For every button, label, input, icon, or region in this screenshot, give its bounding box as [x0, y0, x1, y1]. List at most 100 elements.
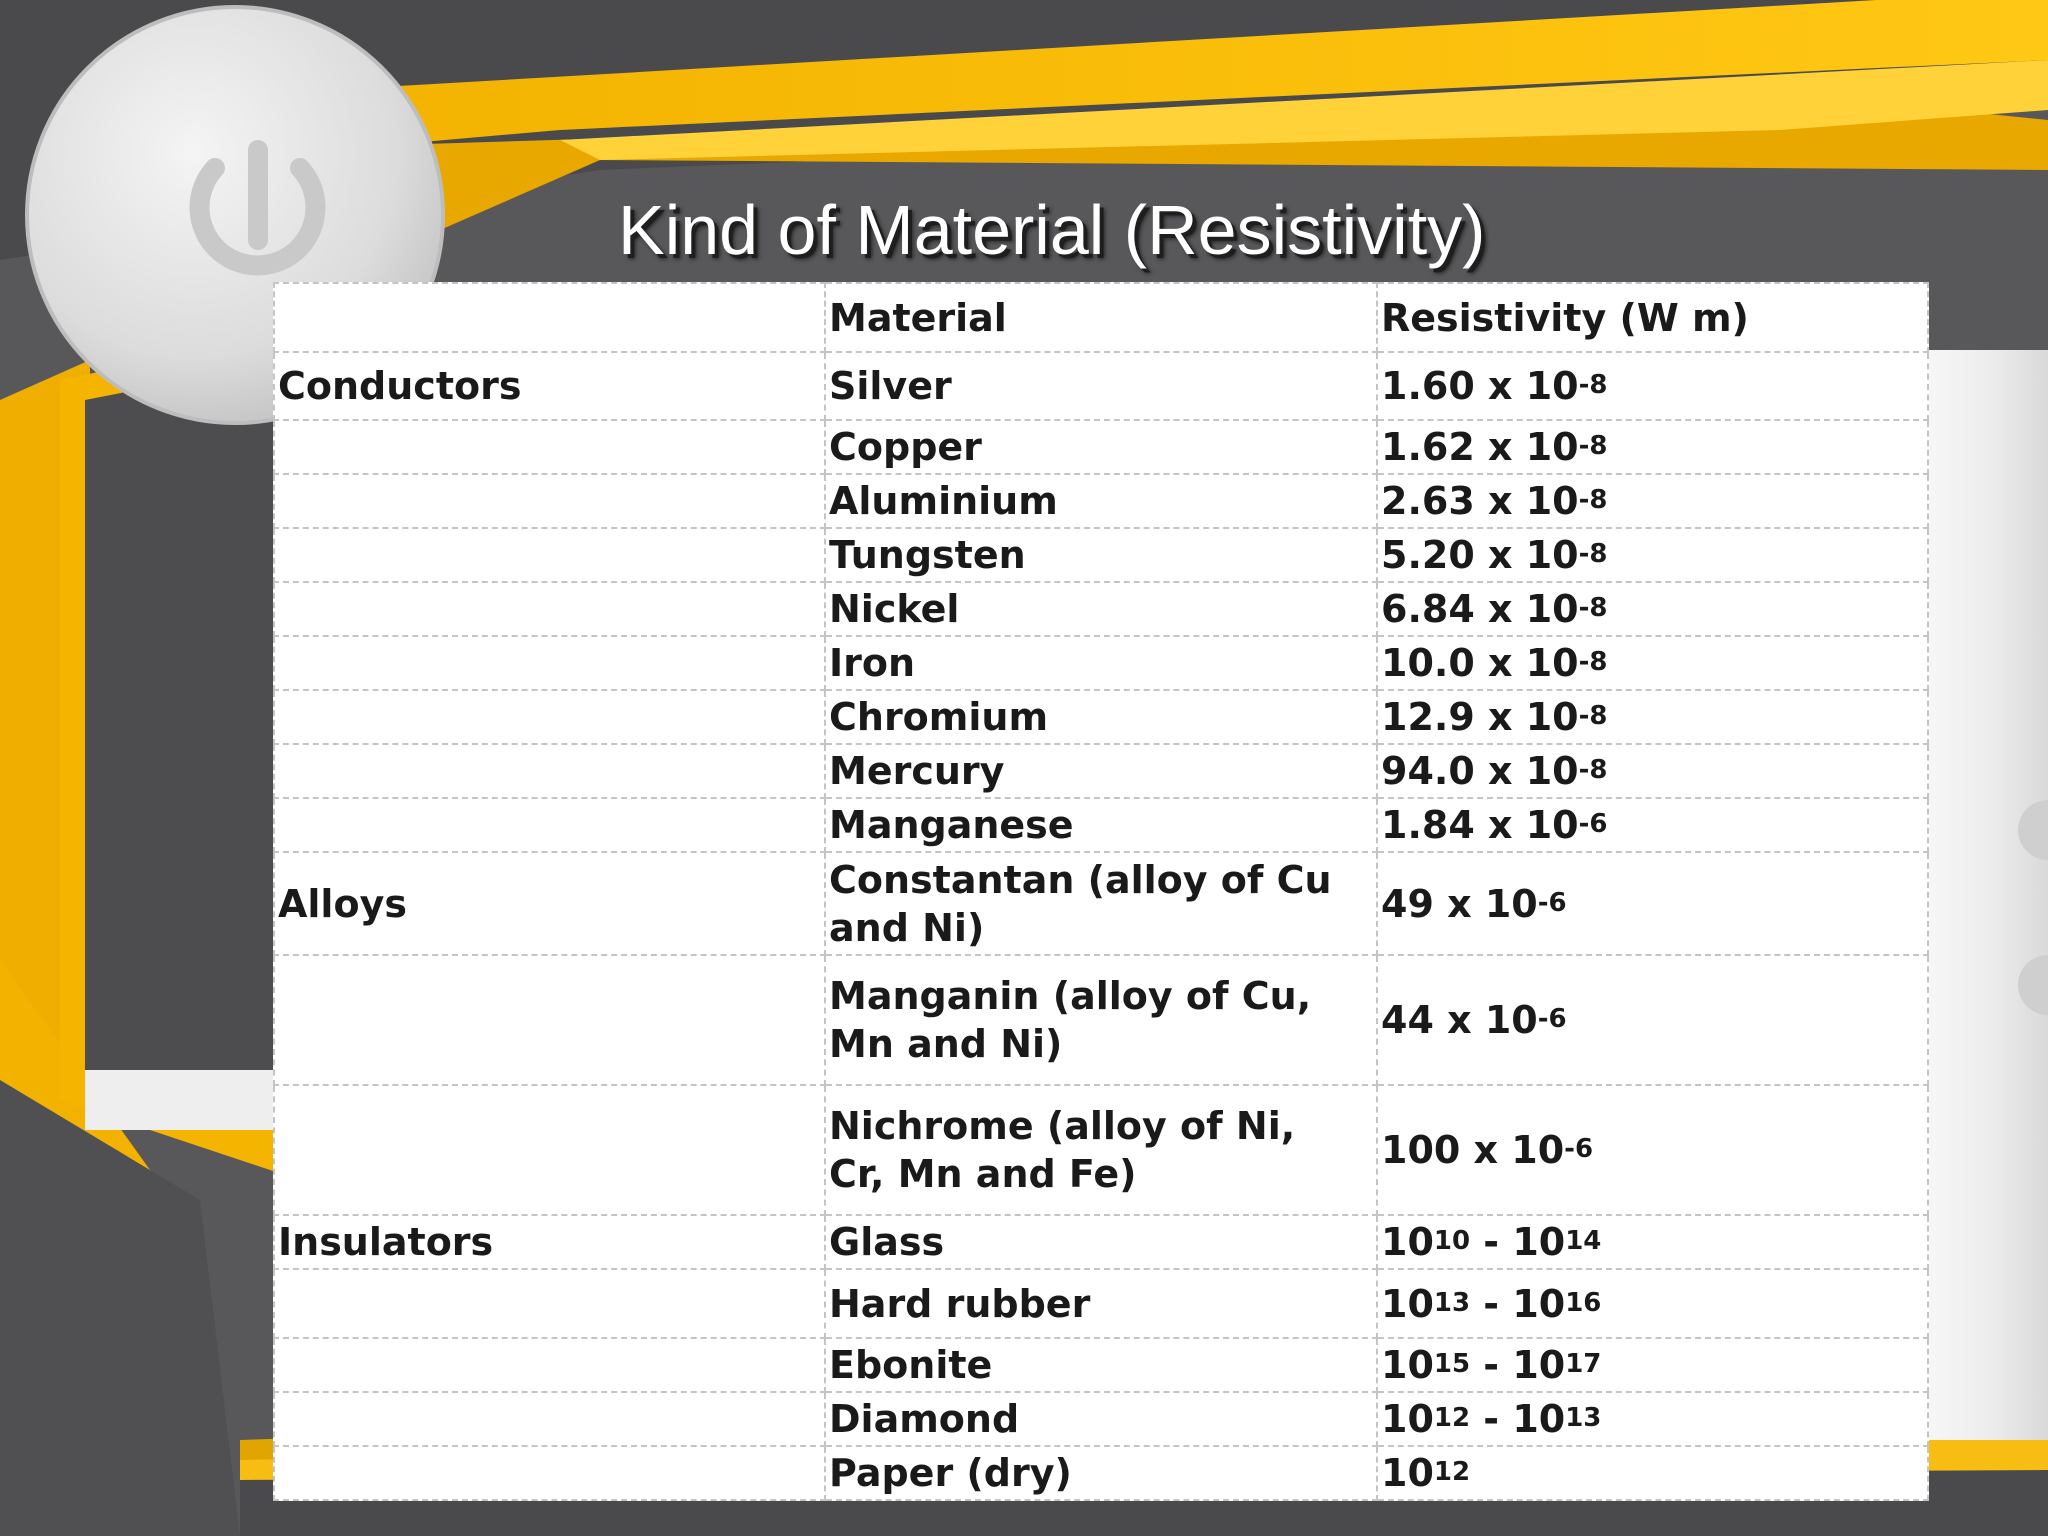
resistivity-mantissa: 1.60 x 10 — [1381, 364, 1579, 408]
table-row: Mercury 94.0 x 10-8 — [273, 743, 1929, 799]
category-cell — [273, 797, 826, 853]
table-row: Nickel 6.84 x 10-8 — [273, 581, 1929, 637]
slide-title: Kind of Material (Resistivity) — [618, 191, 1486, 269]
category-cell — [273, 1268, 826, 1339]
table-row: Conductors Silver 1.60 x 10-8 — [273, 351, 1929, 421]
material-cell: Chromium — [824, 689, 1378, 745]
category-cell: Insulators — [273, 1214, 826, 1270]
table-row: Ebonite 1015 - 1017 — [273, 1337, 1929, 1393]
resistivity-cell: 10.0 x 10-8 — [1376, 635, 1929, 691]
resistivity-cell: 1010 - 1014 — [1376, 1214, 1929, 1270]
table-row: Manganin (alloy of Cu, Mn and Ni) 44 x 10… — [273, 954, 1929, 1086]
table-row: Copper 1.62 x 10-8 — [273, 419, 1929, 475]
material-cell: Manganin (alloy of Cu, Mn and Ni) — [824, 954, 1378, 1086]
resistivity-high-base: 10 — [1512, 1281, 1566, 1326]
table-row: Tungsten 5.20 x 10-8 — [273, 527, 1929, 583]
material-cell: Hard rubber — [824, 1268, 1378, 1339]
table-row: Diamond 1012 - 1013 — [273, 1391, 1929, 1447]
resistivity-high-exponent: 13 — [1565, 1403, 1602, 1433]
resistivity-high-base: 10 — [1512, 1343, 1566, 1387]
resistivity-low-exponent: 15 — [1433, 1349, 1471, 1379]
resistivity-mantissa: 1.84 x 10 — [1381, 803, 1579, 847]
table-row: Hard rubber 1013 - 1016 — [273, 1268, 1929, 1339]
table-row: Alloys Constantan (alloy of Cu and Ni) 49 … — [273, 851, 1929, 956]
resistivity-mantissa: 1.62 x 10 — [1381, 425, 1579, 469]
resistivity-mantissa: 12.9 x 10 — [1381, 695, 1579, 739]
material-cell: Copper — [824, 419, 1378, 475]
resistivity-cell: 1012 — [1376, 1445, 1929, 1501]
resistivity-low-base: 10 — [1381, 1397, 1434, 1441]
category-cell — [273, 581, 826, 637]
material-cell: Aluminium — [824, 473, 1378, 529]
table-row: Nichrome (alloy of Ni, Cr, Mn and Fe) 100… — [273, 1084, 1929, 1216]
range-separator: - — [1470, 1281, 1513, 1326]
resistivity-cell: 1015 - 1017 — [1376, 1337, 1929, 1393]
resistivity-high-exponent: 14 — [1565, 1226, 1602, 1256]
category-cell — [273, 954, 826, 1086]
resistivity-exponent: -8 — [1578, 647, 1608, 677]
resistivity-cell: 1012 - 1013 — [1376, 1391, 1929, 1447]
resistivity-table: Material Resistivity (W m) Conductors Sil… — [273, 282, 1929, 1501]
resistivity-mantissa: 100 x 10 — [1381, 1128, 1565, 1172]
resistivity-low-exponent: 12 — [1433, 1403, 1471, 1433]
resistivity-mantissa: 94.0 x 10 — [1381, 749, 1579, 793]
material-cell: Nickel — [824, 581, 1378, 637]
resistivity-mantissa: 6.84 x 10 — [1381, 587, 1579, 631]
table-row: Insulators Glass 1010 - 1014 — [273, 1214, 1929, 1270]
material-cell: Manganese — [824, 797, 1378, 853]
resistivity-exponent: -8 — [1578, 431, 1608, 461]
resistivity-cell: 5.20 x 10-8 — [1376, 527, 1929, 583]
material-cell: Paper (dry) — [824, 1445, 1378, 1501]
resistivity-exponent: -6 — [1537, 1004, 1567, 1034]
range-separator: - — [1470, 1220, 1513, 1264]
resistivity-cell: 1.60 x 10-8 — [1376, 351, 1929, 421]
category-cell — [273, 1391, 826, 1447]
resistivity-cell: 12.9 x 10-8 — [1376, 689, 1929, 745]
category-cell — [273, 1445, 826, 1501]
resistivity-low-base: 10 — [1381, 1220, 1434, 1264]
table-row: Chromium 12.9 x 10-8 — [273, 689, 1929, 745]
resistivity-mantissa: 44 x 10 — [1381, 998, 1538, 1042]
table-row: Manganese 1.84 x 10-6 — [273, 797, 1929, 853]
material-cell: Mercury — [824, 743, 1378, 799]
resistivity-exponent: -8 — [1578, 370, 1608, 400]
header-material-cell: Material — [824, 282, 1378, 353]
material-cell: Iron — [824, 635, 1378, 691]
resistivity-low-exponent: 13 — [1433, 1287, 1471, 1318]
header-resistivity-cell: Resistivity (W m) — [1376, 282, 1929, 353]
resistivity-cell: 94.0 x 10-8 — [1376, 743, 1929, 799]
category-cell — [273, 419, 826, 475]
material-cell: Ebonite — [824, 1337, 1378, 1393]
resistivity-mantissa: 5.20 x 10 — [1381, 533, 1579, 577]
resistivity-mantissa: 49 x 10 — [1381, 881, 1538, 926]
material-cell: Silver — [824, 351, 1378, 421]
range-separator: - — [1470, 1397, 1513, 1441]
resistivity-cell: 1.84 x 10-6 — [1376, 797, 1929, 853]
material-cell: Diamond — [824, 1391, 1378, 1447]
resistivity-exponent: -8 — [1578, 701, 1608, 731]
category-cell — [273, 635, 826, 691]
resistivity-low-exponent: 12 — [1433, 1457, 1471, 1487]
material-cell: Glass — [824, 1214, 1378, 1270]
category-cell: Alloys — [273, 851, 826, 956]
resistivity-low-base: 10 — [1381, 1451, 1434, 1495]
resistivity-low-base: 10 — [1381, 1343, 1434, 1387]
table-header-row: Material Resistivity (W m) — [273, 282, 1929, 353]
range-separator: - — [1470, 1343, 1513, 1387]
resistivity-cell: 100 x 10-6 — [1376, 1084, 1929, 1216]
resistivity-cell: 1.62 x 10-8 — [1376, 419, 1929, 475]
material-cell: Nichrome (alloy of Ni, Cr, Mn and Fe) — [824, 1084, 1378, 1216]
material-cell: Constantan (alloy of Cu and Ni) — [824, 851, 1378, 956]
table-header: Material Resistivity (W m) — [273, 282, 1929, 353]
resistivity-cell: 6.84 x 10-8 — [1376, 581, 1929, 637]
header-category-cell — [273, 282, 826, 353]
table-row: Aluminium 2.63 x 10-8 — [273, 473, 1929, 529]
resistivity-mantissa: 10.0 x 10 — [1381, 641, 1579, 685]
resistivity-low-base: 10 — [1381, 1281, 1434, 1326]
resistivity-high-base: 10 — [1512, 1220, 1566, 1264]
resistivity-exponent: -8 — [1578, 485, 1608, 515]
resistivity-cell: 1013 - 1016 — [1376, 1268, 1929, 1339]
category-cell — [273, 1337, 826, 1393]
table-body: Conductors Silver 1.60 x 10-8 Copper 1.62 x … — [273, 351, 1929, 1501]
category-cell — [273, 1084, 826, 1216]
